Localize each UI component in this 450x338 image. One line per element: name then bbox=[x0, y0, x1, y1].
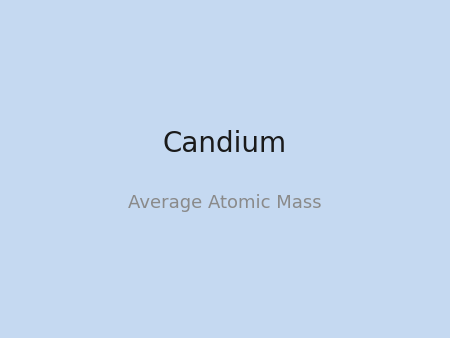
Text: Average Atomic Mass: Average Atomic Mass bbox=[128, 194, 322, 212]
Text: Candium: Candium bbox=[163, 130, 287, 158]
